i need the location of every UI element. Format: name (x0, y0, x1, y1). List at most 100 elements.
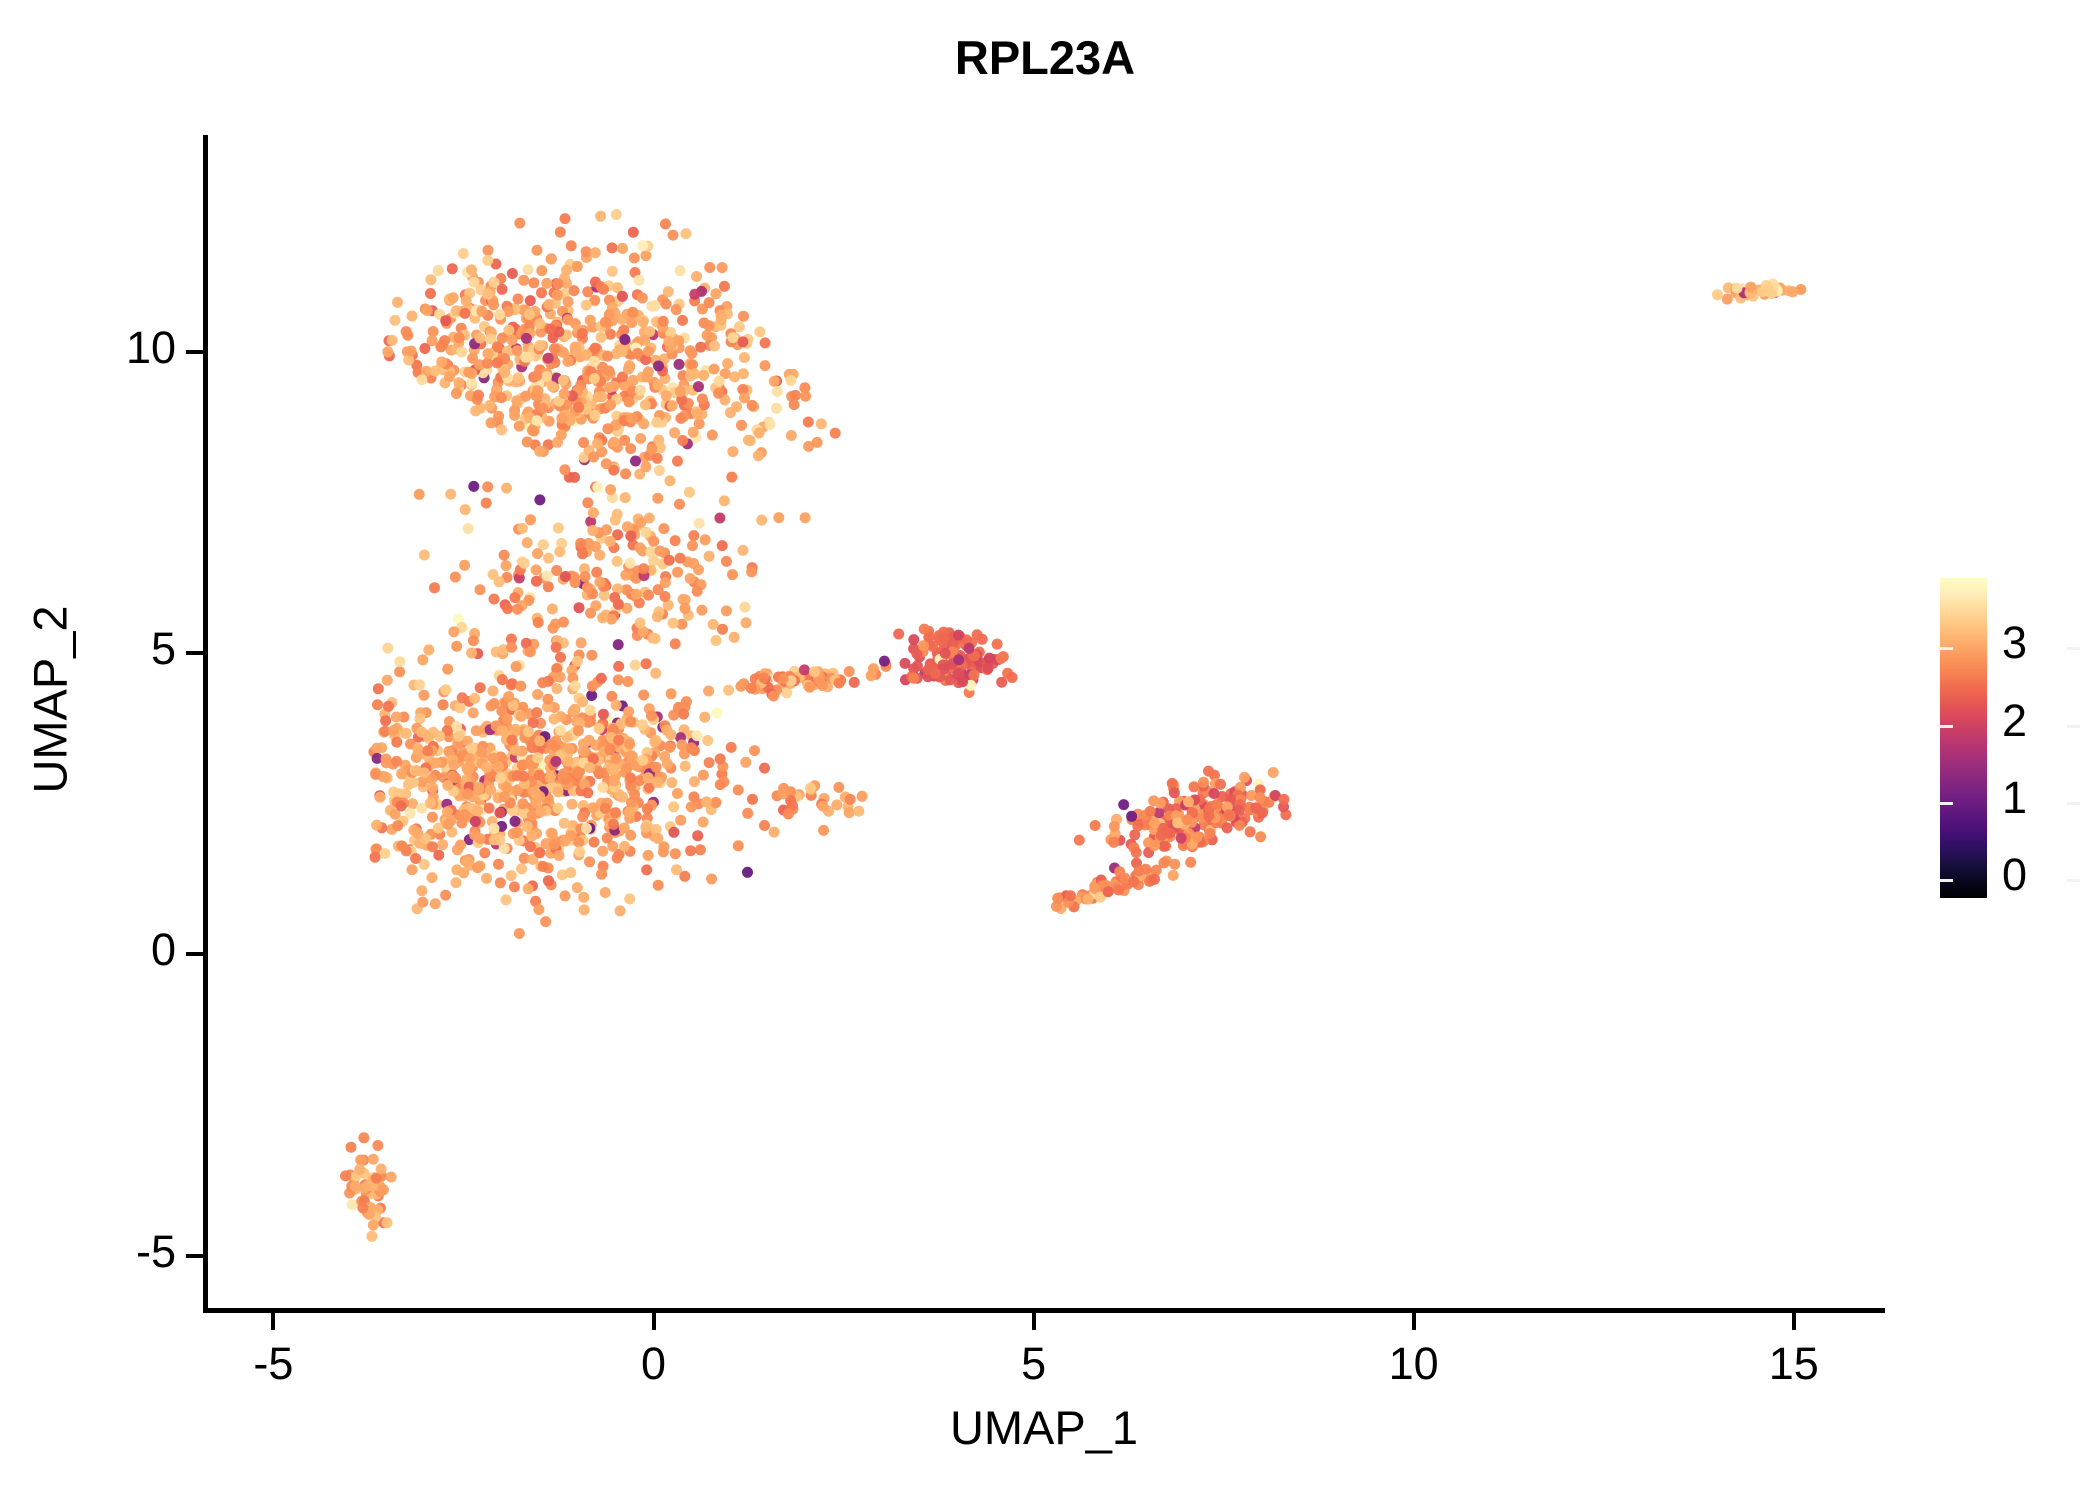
scatter-point (624, 893, 636, 905)
scatter-point (485, 417, 497, 429)
scatter-point (818, 824, 830, 836)
scatter-point (406, 310, 418, 322)
scatter-point (798, 664, 810, 676)
scatter-point (1239, 771, 1250, 783)
scatter-point (407, 776, 419, 788)
scatter-point (392, 820, 404, 832)
x-axis-title: UMAP_1 (949, 1401, 1139, 1454)
x-tick-mark (1411, 1313, 1416, 1330)
scatter-point (425, 288, 436, 299)
scatter-point (380, 753, 392, 765)
scatter-point (526, 830, 538, 842)
scatter-point (597, 782, 609, 793)
scatter-point (652, 492, 664, 504)
scatter-point (911, 648, 923, 660)
scatter-point (604, 535, 616, 547)
scatter-point (633, 597, 645, 609)
colorbar-tick-mark (2067, 879, 2080, 882)
scatter-point (481, 761, 493, 773)
scatter-point (505, 633, 517, 645)
scatter-point (610, 807, 621, 819)
scatter-point (1278, 793, 1290, 805)
scatter-point (737, 384, 749, 395)
scatter-point (685, 742, 697, 754)
scatter-point (677, 314, 688, 326)
scatter-point (510, 661, 522, 673)
scatter-point (557, 374, 569, 386)
scatter-point (488, 593, 500, 605)
scatter-point (591, 566, 603, 578)
colorbar-gradient (1940, 578, 1987, 898)
scatter-point (562, 296, 574, 308)
scatter-point (506, 641, 518, 653)
scatter-point (1233, 804, 1245, 816)
scatter-point (638, 418, 650, 430)
scatter-point (426, 335, 438, 347)
scatter-point (532, 617, 544, 628)
scatter-point (430, 757, 442, 769)
scatter-point (614, 905, 626, 917)
scatter-point (522, 726, 534, 738)
scatter-point (1208, 788, 1220, 799)
scatter-point (785, 374, 797, 386)
scatter-point (568, 704, 580, 716)
scatter-point (584, 762, 596, 774)
scatter-point (663, 335, 675, 347)
scatter-point (603, 365, 615, 377)
scatter-point (498, 843, 510, 854)
scatter-point (524, 646, 536, 658)
scatter-point (444, 371, 455, 383)
scatter-point (518, 852, 530, 864)
scatter-point (460, 295, 472, 307)
scatter-point (494, 877, 506, 889)
x-axis-line (203, 1308, 1885, 1313)
scatter-point (1172, 817, 1184, 829)
scatter-point (737, 336, 749, 348)
scatter-point (692, 830, 704, 842)
scatter-point (498, 549, 510, 561)
scatter-point (640, 461, 652, 473)
scatter-point (451, 721, 463, 732)
scatter-point (581, 582, 593, 593)
scatter-point (683, 486, 695, 498)
scatter-point (541, 277, 553, 289)
scatter-point (570, 344, 581, 356)
scatter-point (562, 355, 574, 367)
scatter-point (773, 512, 785, 524)
scatter-point (418, 549, 430, 561)
scatter-point (742, 866, 753, 878)
scatter-point (589, 409, 601, 421)
scatter-point (553, 850, 565, 861)
scatter-point (771, 402, 782, 414)
scatter-point (720, 605, 732, 617)
scatter-point (530, 564, 542, 576)
scatter-point (589, 294, 601, 306)
scatter-point (395, 800, 407, 812)
scatter-point (412, 742, 424, 754)
scatter-point (424, 797, 436, 809)
scatter-point (1221, 822, 1233, 834)
scatter-point (597, 283, 609, 295)
scatter-point (553, 326, 565, 338)
scatter-point (469, 692, 481, 704)
scatter-point (657, 846, 669, 858)
scatter-point (660, 218, 671, 230)
scatter-point (1089, 820, 1101, 831)
scatter-point (640, 658, 652, 670)
scatter-point (944, 674, 956, 686)
scatter-point (577, 696, 589, 708)
scatter-point (604, 744, 616, 756)
scatter-point (466, 264, 477, 276)
scatter-point (572, 766, 584, 778)
scatter-point (799, 382, 811, 394)
scatter-point (443, 745, 455, 757)
scatter-point (645, 546, 657, 558)
scatter-point (688, 776, 700, 788)
scatter-point (482, 254, 494, 266)
scatter-point (848, 676, 860, 688)
scatter-point (1183, 796, 1194, 808)
scatter-point (707, 618, 719, 630)
scatter-point (634, 617, 646, 629)
scatter-point (572, 725, 584, 737)
scatter-point (662, 599, 674, 611)
